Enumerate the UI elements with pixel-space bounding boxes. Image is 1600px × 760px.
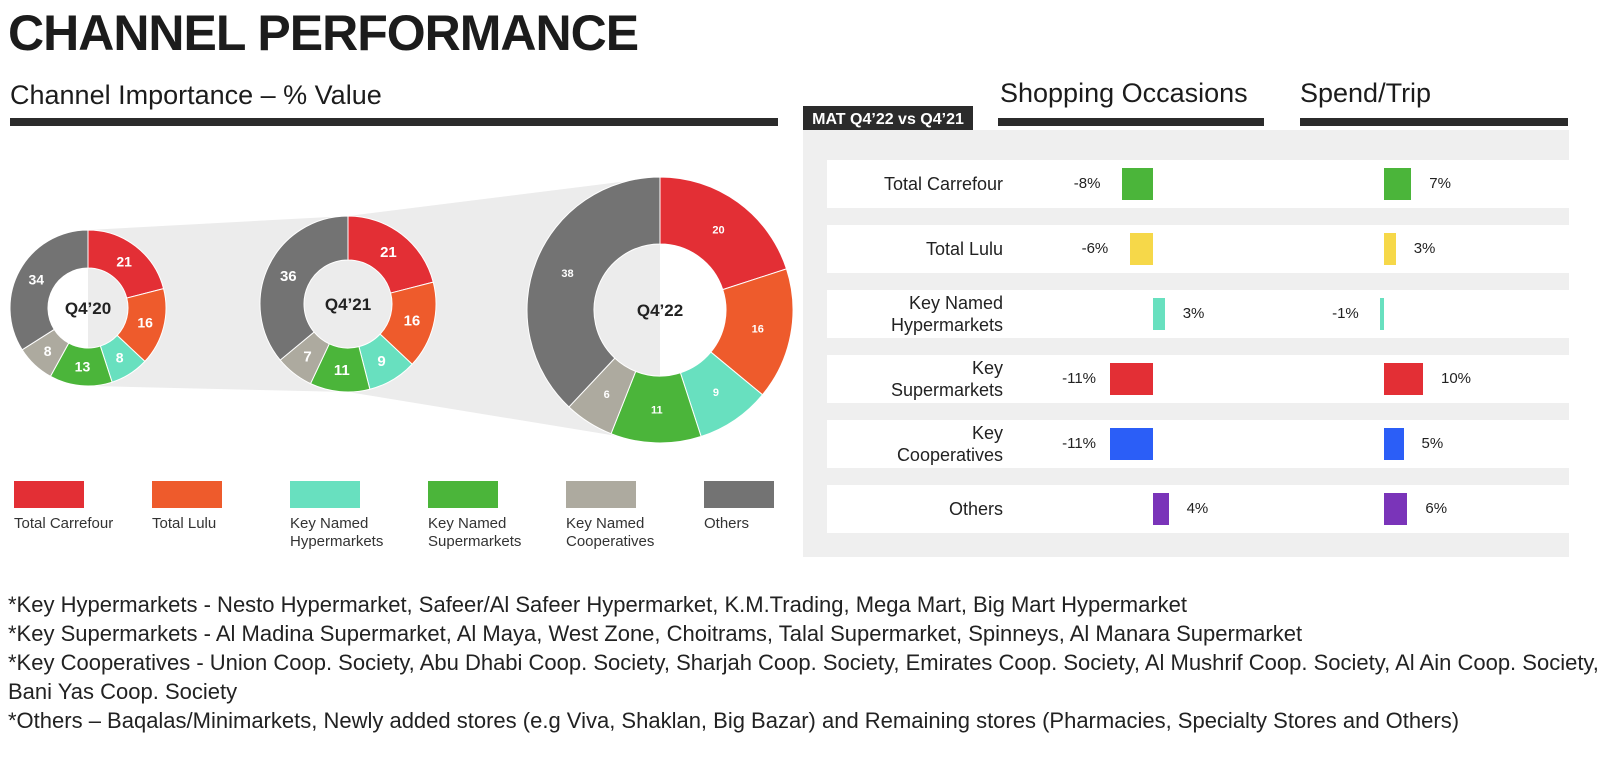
legend-swatch (152, 481, 222, 508)
legend-swatch (566, 481, 636, 508)
shopping-occasions-title: Shopping Occasions (1000, 78, 1248, 108)
spend-trip-value-label: 6% (1425, 500, 1448, 517)
shopping-occasions-bar (1129, 233, 1153, 265)
growth-comparison-panel: Total Carrefour -8% 7% Total Lulu -6% 3% Key N… (803, 130, 1569, 557)
slice-value-label: 7 (303, 348, 311, 365)
legend-label: Total Carrefour (14, 515, 114, 532)
growth-row: Key Named Hypermarkets 3% -1% (827, 290, 1569, 338)
row-label: Total Lulu (925, 239, 1003, 259)
growth-row: Total Lulu -6% 3% (827, 225, 1569, 273)
spend-trip-title: Spend/Trip (1300, 78, 1432, 108)
spend-trip-bar (1380, 298, 1384, 330)
shopping-occasions-bar (1110, 428, 1153, 460)
footnotes: *Key Hypermarkets - Nesto Hypermarket, S… (8, 590, 1600, 735)
growth-row: Others 4% 6% (827, 485, 1569, 533)
slice-value-label: 21 (116, 253, 132, 269)
legend-label: Others (704, 515, 750, 532)
donut-slice (526, 176, 661, 408)
row-label: Key Named Hypermarkets (890, 293, 1003, 335)
donut-3: 20 16 9 11 6 38 Q4’22 (526, 176, 794, 444)
legend-swatch (428, 481, 498, 508)
growth-row: Key Supermarkets -11% 10% (827, 355, 1569, 403)
shopping-occasions-value-label: -8% (1073, 175, 1101, 192)
shopping-occasions-value-label: 4% (1186, 500, 1209, 517)
donut-slice (9, 229, 89, 351)
footnote-cooperatives: *Key Cooperatives - Union Coop. Society,… (8, 650, 1599, 704)
legend-label: Key Named Hypermarkets (290, 515, 384, 550)
spend-trip-value-label: 5% (1421, 435, 1444, 452)
donut-slice (659, 176, 788, 291)
shopping-occasions-bar (1153, 298, 1165, 330)
footnote-supermarkets: *Key Supermarkets - Al Madina Supermarke… (8, 621, 1303, 646)
legend-label: Key Named Cooperatives (566, 515, 655, 550)
donut-slice (259, 215, 349, 361)
spend-trip-bar (1384, 233, 1396, 265)
shopping-occasions-bar (1153, 493, 1169, 525)
period-badge: MAT Q4’22 vs Q4’21 (803, 106, 973, 134)
slice-value-label: 11 (651, 404, 663, 416)
page-title: CHANNEL PERFORMANCE (8, 5, 639, 61)
row-label: Key Cooperatives (896, 423, 1003, 465)
donut-center-label: Q4’21 (325, 295, 371, 314)
spend-trip-value-label: 7% (1429, 175, 1451, 192)
shopping-occasions-rule (998, 118, 1264, 126)
spend-trip-value-label: -1% (1332, 305, 1359, 322)
growth-row: Key Cooperatives -11% 5% (827, 420, 1569, 468)
spend-trip-value-label: 3% (1413, 240, 1436, 257)
spend-trip-bar (1384, 168, 1412, 200)
legend-label: Key Named Supermarkets (428, 515, 522, 550)
channel-donut-charts: 21 16 8 13 8 34 Q4’20 21 16 9 11 7 36 Q4’21 20 16 9 11 6 38… (9, 176, 794, 444)
slice-value-label: 16 (404, 313, 421, 330)
slice-value-label: 20 (712, 224, 724, 236)
spend-trip-rule (1300, 118, 1568, 126)
legend-swatch (704, 481, 774, 508)
legend-label: Total Lulu (152, 515, 217, 532)
shopping-occasions-value-label: 3% (1182, 305, 1205, 322)
spend-trip-bar (1384, 363, 1423, 395)
donut-center-label: Q4’22 (637, 301, 683, 320)
donut-center-label: Q4’20 (65, 299, 111, 318)
shopping-occasions-value-label: -6% (1081, 240, 1109, 257)
slice-value-label: 13 (75, 359, 91, 375)
slice-value-label: 9 (377, 353, 385, 370)
slice-value-label: 6 (604, 389, 610, 401)
slice-value-label: 36 (280, 268, 297, 285)
slice-value-label: 21 (380, 244, 397, 261)
spend-trip-bar (1384, 428, 1404, 460)
shopping-occasions-bar (1121, 168, 1153, 200)
shopping-occasions-value-label: -11% (1062, 370, 1096, 387)
row-label: Key Supermarkets (890, 358, 1003, 400)
donut-1: 21 16 8 13 8 34 Q4’20 (9, 229, 167, 387)
slice-value-label: 8 (116, 350, 124, 366)
spend-trip-bar (1384, 493, 1408, 525)
slice-value-label: 11 (334, 362, 350, 379)
footnote-hypermarkets: *Key Hypermarkets - Nesto Hypermarket, S… (8, 592, 1187, 617)
slice-value-label: 8 (44, 343, 52, 359)
legend-swatch (14, 481, 84, 508)
shopping-occasions-bar (1110, 363, 1153, 395)
footnote-others: *Others – Baqalas/Minimarkets, Newly add… (8, 708, 1460, 733)
donut-2: 21 16 9 11 7 36 Q4’21 (259, 215, 437, 393)
channel-importance-rule (10, 118, 778, 126)
legend-swatch (290, 481, 360, 508)
channel-importance-title: Channel Importance – % Value (10, 80, 382, 110)
spend-trip-value-label: 10% (1441, 370, 1472, 387)
shopping-occasions-value-label: -11% (1062, 435, 1096, 452)
slice-value-label: 16 (137, 315, 153, 331)
slice-value-label: 34 (29, 271, 45, 287)
slice-value-label: 38 (561, 268, 573, 280)
slice-value-label: 16 (752, 323, 764, 335)
row-label: Others (948, 499, 1003, 519)
growth-row: Total Carrefour -8% 7% (827, 160, 1569, 208)
row-label: Total Carrefour (883, 174, 1003, 194)
slice-value-label: 9 (713, 387, 719, 399)
